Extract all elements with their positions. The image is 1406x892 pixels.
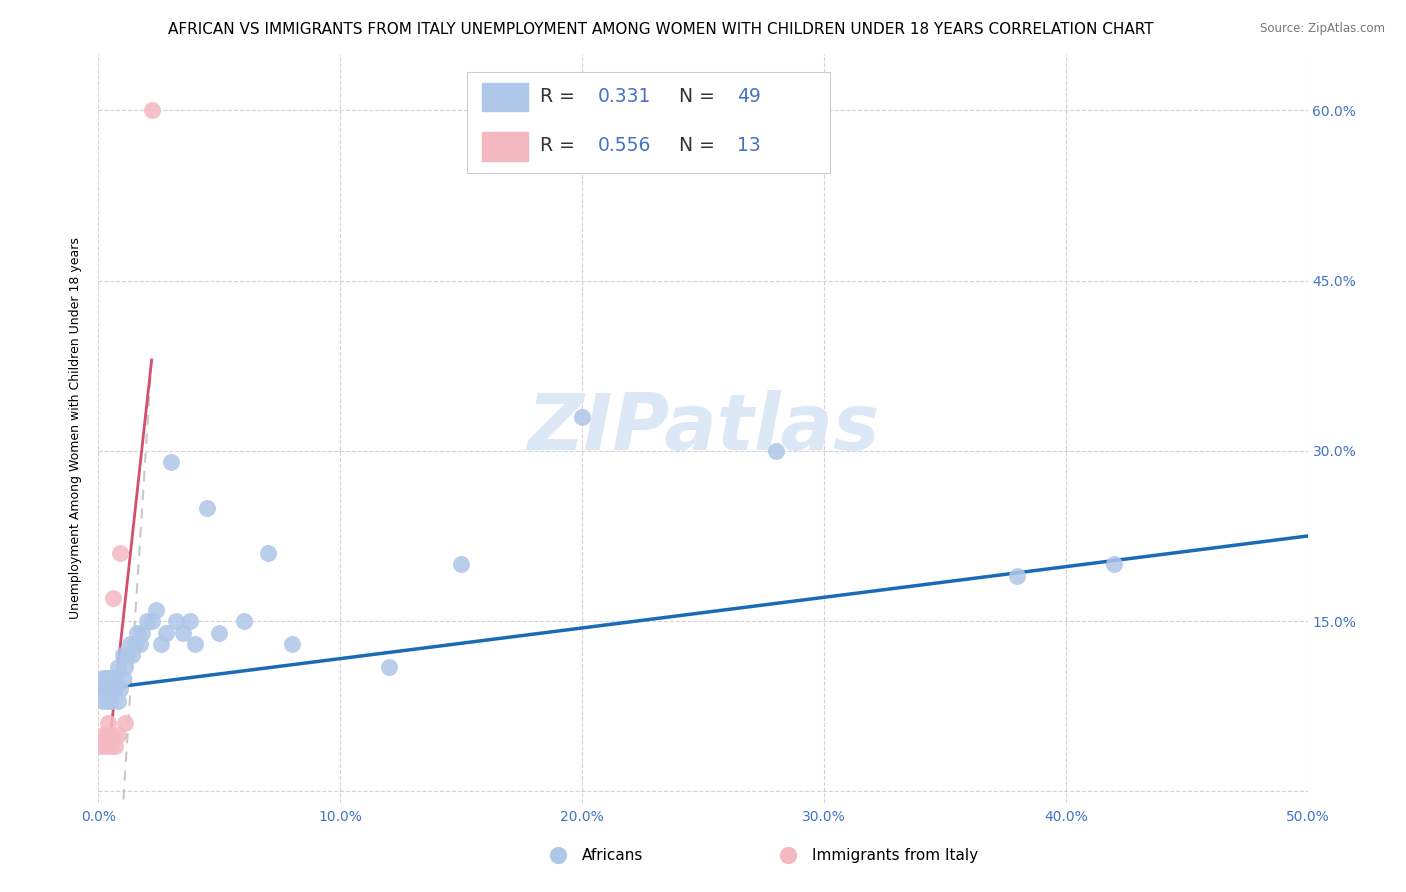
- Point: [100, 693, 122, 707]
- Text: Source: ZipAtlas.com: Source: ZipAtlas.com: [1260, 22, 1385, 36]
- Point: [208, 625, 231, 640]
- Text: ZIPatlas: ZIPatlas: [527, 390, 879, 467]
- Text: 13: 13: [737, 136, 761, 155]
- Point: [172, 625, 194, 640]
- FancyBboxPatch shape: [482, 83, 527, 112]
- Point: [100, 739, 122, 753]
- Point: [100, 728, 122, 742]
- Text: 49: 49: [737, 87, 761, 106]
- Point: [97, 693, 120, 707]
- Point: [100, 671, 122, 685]
- Point: [97, 682, 120, 697]
- Point: [94, 671, 117, 685]
- Point: [111, 648, 134, 663]
- Text: N =: N =: [679, 87, 721, 106]
- Text: AFRICAN VS IMMIGRANTS FROM ITALY UNEMPLOYMENT AMONG WOMEN WITH CHILDREN UNDER 18: AFRICAN VS IMMIGRANTS FROM ITALY UNEMPLO…: [167, 22, 1154, 37]
- Point: [1102, 558, 1125, 572]
- Point: [108, 682, 131, 697]
- Text: R =: R =: [540, 87, 581, 106]
- Point: [94, 739, 117, 753]
- Point: [107, 728, 129, 742]
- Point: [131, 625, 153, 640]
- Point: [135, 614, 157, 628]
- Point: [141, 103, 163, 118]
- Point: [107, 659, 129, 673]
- Point: [111, 671, 134, 685]
- Point: [450, 558, 472, 572]
- Point: [90, 739, 112, 753]
- Point: [104, 682, 127, 697]
- Point: [101, 671, 124, 685]
- Text: 0.331: 0.331: [598, 87, 651, 106]
- Point: [571, 409, 593, 424]
- Point: [118, 637, 141, 651]
- Point: [195, 500, 218, 515]
- Point: [97, 716, 120, 731]
- Point: [121, 648, 143, 663]
- Point: [128, 637, 150, 651]
- Text: R =: R =: [540, 136, 581, 155]
- Point: [90, 682, 112, 697]
- Point: [184, 637, 207, 651]
- FancyBboxPatch shape: [467, 72, 830, 173]
- Text: 0.556: 0.556: [598, 136, 651, 155]
- Point: [124, 637, 146, 651]
- Text: N =: N =: [679, 136, 721, 155]
- Point: [97, 671, 120, 685]
- Point: [160, 455, 183, 469]
- Point: [127, 625, 149, 640]
- Text: Immigrants from Italy: Immigrants from Italy: [811, 847, 979, 863]
- Y-axis label: Unemployment Among Women with Children Under 18 years: Unemployment Among Women with Children U…: [69, 237, 83, 619]
- Point: [117, 648, 139, 663]
- Point: [1007, 568, 1029, 582]
- Point: [1007, 863, 1029, 878]
- Point: [256, 546, 278, 560]
- Point: [114, 659, 136, 673]
- FancyBboxPatch shape: [482, 132, 527, 161]
- Point: [232, 614, 254, 628]
- Point: [150, 637, 173, 651]
- Point: [165, 614, 187, 628]
- Point: [114, 716, 136, 731]
- Point: [94, 682, 117, 697]
- Point: [101, 591, 124, 606]
- Point: [765, 443, 787, 458]
- Point: [141, 614, 163, 628]
- Point: [97, 728, 120, 742]
- Point: [108, 546, 131, 560]
- Point: [100, 682, 122, 697]
- Point: [281, 637, 304, 651]
- Point: [91, 693, 114, 707]
- Point: [104, 739, 127, 753]
- Point: [155, 625, 177, 640]
- Point: [101, 682, 124, 697]
- Point: [145, 603, 167, 617]
- Point: [104, 671, 127, 685]
- Point: [91, 728, 114, 742]
- Text: Africans: Africans: [582, 847, 644, 863]
- Point: [91, 671, 114, 685]
- Point: [377, 659, 399, 673]
- Point: [179, 614, 201, 628]
- Point: [107, 693, 129, 707]
